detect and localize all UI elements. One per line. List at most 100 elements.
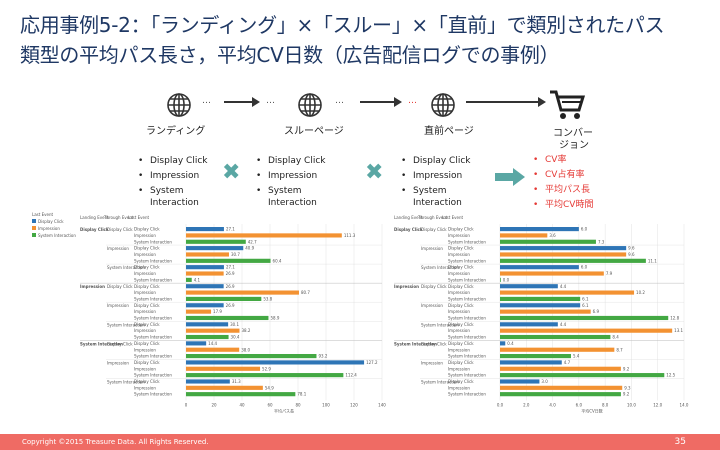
x-tick-label: 20 <box>211 402 217 407</box>
bar <box>186 360 365 365</box>
node-label-landing: ランディング <box>146 126 206 137</box>
bar-value-label: 60.4 <box>273 258 282 263</box>
bar <box>500 315 669 321</box>
last-event-label: System Interaction <box>448 296 486 301</box>
landing-label: Display Click <box>80 227 109 232</box>
last-event-label: Display Click <box>134 227 160 232</box>
x-tick-label: 8.0 <box>602 402 609 407</box>
last-event-label: Impression <box>448 233 470 238</box>
through-label: Impression <box>421 303 443 308</box>
bar <box>186 322 229 327</box>
bar-value-label: 8.4 <box>612 335 619 340</box>
page-number: 35 <box>674 437 686 447</box>
bar <box>186 284 224 289</box>
last-event-label: Display Click <box>134 303 160 308</box>
landing-label: Impression <box>80 284 105 289</box>
bar-value-label: 17.9 <box>213 309 222 314</box>
last-event-label: System Interaction <box>134 296 172 301</box>
last-event-label: Impression <box>134 385 156 390</box>
x-tick-label: 0.0 <box>497 402 504 407</box>
last-event-label: System Interaction <box>134 335 172 340</box>
legend-swatch <box>32 219 36 223</box>
x-tick-label: 0 <box>185 402 188 407</box>
bar <box>500 284 558 289</box>
cross-icon: ✖ <box>365 160 384 185</box>
bar <box>500 303 581 308</box>
bar <box>186 392 296 397</box>
bar <box>500 334 611 340</box>
bar <box>500 379 540 384</box>
column-header: Last Event <box>128 215 149 220</box>
last-event-label: System Interaction <box>448 316 486 321</box>
bar-value-label: 30.4 <box>231 335 240 340</box>
bar-value-label: 38.0 <box>241 347 250 352</box>
last-event-label: Impression <box>448 252 470 257</box>
bar <box>186 347 240 352</box>
last-event-label: Impression <box>134 271 156 276</box>
bar <box>186 296 262 301</box>
path-flow-diagram: … … ランディング … … スルーページ 直前ページ コンバー ジョン <box>0 88 720 151</box>
node-label-through: スルーページ <box>284 126 344 137</box>
bar <box>186 315 269 321</box>
last-event-label: Impression <box>448 347 470 352</box>
through-label: Display Click <box>421 227 447 232</box>
bar <box>186 303 224 308</box>
slide-title-line-2: 類型の平均パス長さ，平均CV日数（広告配信ログでの事例） <box>20 43 560 67</box>
flow-dots: … <box>408 96 417 106</box>
through-label: System Interaction <box>107 265 145 270</box>
through-label: Display Click <box>107 341 133 346</box>
bar-value-label: 111.3 <box>344 233 356 238</box>
bar-value-label: 26.9 <box>226 271 235 276</box>
bar <box>186 277 192 282</box>
bar-value-label: 6.9 <box>593 309 600 314</box>
bar <box>500 360 562 365</box>
bar-value-label: 26.9 <box>226 284 235 289</box>
bar <box>186 246 244 251</box>
globe-icon <box>431 93 455 117</box>
last-event-label: System Interaction <box>134 354 172 359</box>
through-label: Impression <box>107 246 129 251</box>
bar-value-label: 112.4 <box>345 373 357 378</box>
bar <box>186 290 299 295</box>
bar-value-label: 54.9 <box>265 385 274 390</box>
legend-entry: System Interaction <box>38 233 76 238</box>
last-event-label: Display Click <box>448 246 474 251</box>
globe-icon <box>167 93 191 117</box>
bar-value-label: 30.7 <box>231 252 240 257</box>
bar <box>500 328 673 333</box>
bar <box>186 239 246 244</box>
bar <box>186 366 261 371</box>
last-event-label: Display Click <box>448 322 474 327</box>
last-event-label: Impression <box>134 347 156 352</box>
bar-value-label: 53.8 <box>263 296 272 301</box>
column-header: Through Event <box>103 215 134 220</box>
last-event-label: Display Click <box>448 284 474 289</box>
bar <box>186 233 342 238</box>
flow-dots: … <box>266 96 275 106</box>
bar-value-label: 52.9 <box>262 366 271 371</box>
last-event-label: System Interaction <box>134 239 172 244</box>
bar-value-label: 11.1 <box>648 258 657 263</box>
bar <box>500 233 548 238</box>
column-header: Landing Event <box>80 215 109 220</box>
copyright-text: Copyright ©2015 Treasure Data. All Right… <box>22 438 209 446</box>
bar-value-label: 13.1 <box>674 328 683 333</box>
bar <box>500 227 579 232</box>
bar-value-label: 40.9 <box>245 246 254 251</box>
conversion-label-1: コンバー <box>553 128 593 139</box>
bar <box>500 354 571 359</box>
last-event-label: System Interaction <box>448 258 486 263</box>
x-tick-label: 60 <box>267 402 273 407</box>
bar-value-label: 3.6 <box>549 233 556 238</box>
x-tick-label: 100 <box>322 402 330 407</box>
last-event-label: System Interaction <box>448 373 486 378</box>
last-event-label: Impression <box>134 290 156 295</box>
last-event-label: Display Click <box>448 227 474 232</box>
bar-value-label: 93.2 <box>318 354 327 359</box>
x-tick-label: 10.0 <box>627 402 636 407</box>
through-label: System Interaction <box>107 322 145 327</box>
bar-value-label: 9.6 <box>628 246 635 251</box>
bar <box>186 385 263 390</box>
